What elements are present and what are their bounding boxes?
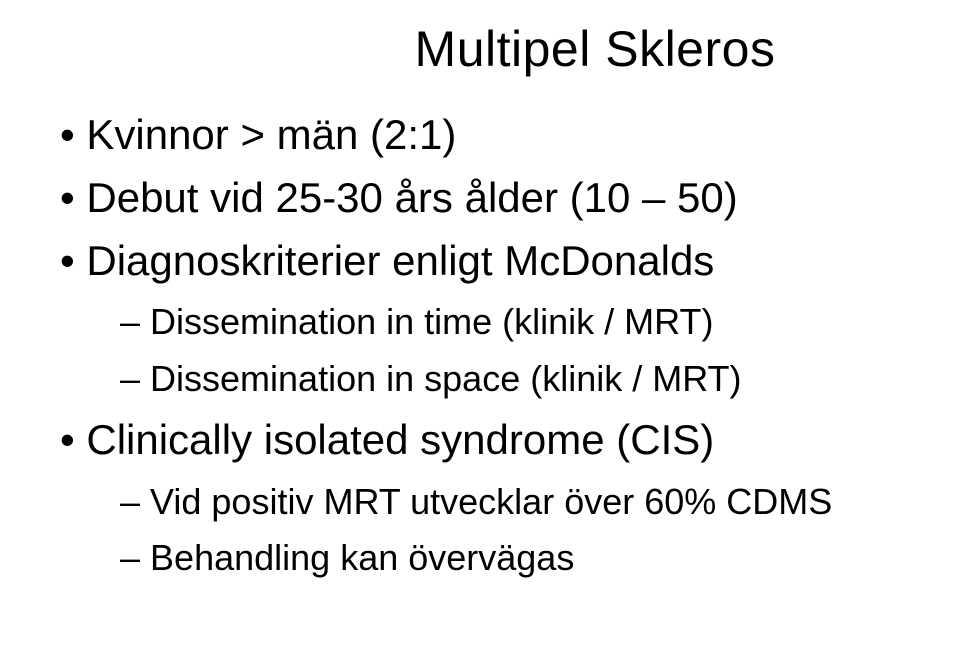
list-item: Diagnoskriterier enligt McDonalds Dissem… <box>60 232 910 405</box>
list-item: Clinically isolated syndrome (CIS) Vid p… <box>60 411 910 584</box>
list-item: Kvinnor > män (2:1) <box>60 106 910 165</box>
list-item: Behandling kan övervägas <box>120 532 910 584</box>
list-item-text: Clinically isolated syndrome (CIS) <box>86 416 714 463</box>
list-item: Dissemination in space (klinik / MRT) <box>120 353 910 405</box>
list-item-text: Behandling kan övervägas <box>150 537 574 578</box>
list-item: Dissemination in time (klinik / MRT) <box>120 296 910 348</box>
slide: Multipel Skleros Kvinnor > män (2:1) Deb… <box>0 0 960 665</box>
list-item-text: Diagnoskriterier enligt McDonalds <box>86 237 714 284</box>
slide-title: Multipel Skleros <box>280 20 910 78</box>
list-item-text: Debut vid 25-30 års ålder (10 – 50) <box>86 174 737 221</box>
list-item: Debut vid 25-30 års ålder (10 – 50) <box>60 169 910 228</box>
list-item: Vid positiv MRT utvecklar över 60% CDMS <box>120 476 910 528</box>
bullet-list: Kvinnor > män (2:1) Debut vid 25-30 års … <box>60 106 910 584</box>
list-item-text: Dissemination in time (klinik / MRT) <box>150 301 713 342</box>
list-item-text: Vid positiv MRT utvecklar över 60% CDMS <box>150 481 832 522</box>
list-item-text: Dissemination in space (klinik / MRT) <box>150 358 742 399</box>
sub-bullet-list: Vid positiv MRT utvecklar över 60% CDMS … <box>60 476 910 584</box>
sub-bullet-list: Dissemination in time (klinik / MRT) Dis… <box>60 296 910 404</box>
list-item-text: Kvinnor > män (2:1) <box>86 111 456 158</box>
